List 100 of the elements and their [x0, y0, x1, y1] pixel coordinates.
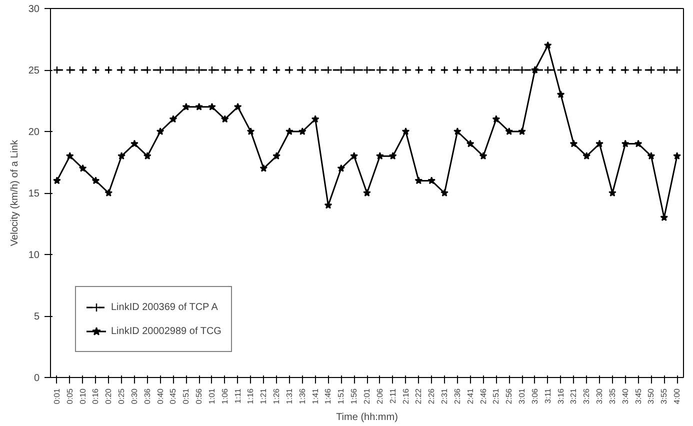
x-tick-label: 1:26	[272, 388, 282, 404]
x-tick-label: 2:22	[414, 388, 424, 404]
x-tick-label: 3:45	[634, 388, 643, 404]
point	[544, 41, 552, 49]
legend-label: LinkID 200369 of TCP A	[111, 302, 218, 312]
point	[337, 66, 346, 74]
x-tick-label: 2:31	[440, 388, 450, 404]
point	[350, 152, 358, 160]
point	[324, 201, 332, 209]
point	[272, 152, 280, 160]
point	[454, 127, 462, 135]
point	[376, 152, 384, 160]
point	[208, 66, 216, 74]
point	[376, 66, 384, 74]
x-tick-label: 2:36	[452, 388, 462, 404]
point	[466, 140, 474, 148]
point	[505, 66, 514, 74]
point	[414, 176, 423, 184]
x-tick-label: 1:56	[350, 388, 359, 404]
point	[260, 66, 268, 74]
x-tick-label: 0:51	[182, 388, 191, 404]
point	[440, 188, 448, 196]
x-tick-label: 0:30	[130, 388, 139, 404]
y-tick-label: 5	[34, 312, 40, 322]
point	[647, 66, 656, 74]
point	[311, 66, 320, 74]
point	[673, 152, 681, 160]
x-tick-label: 3:30	[595, 388, 604, 404]
point	[556, 66, 565, 74]
point	[272, 66, 281, 74]
point	[337, 164, 346, 172]
x-tick-label: 3:01	[518, 388, 527, 404]
y-tick-label: 15	[28, 188, 40, 200]
point	[92, 176, 100, 184]
point	[143, 152, 152, 160]
point	[492, 115, 500, 123]
point	[156, 66, 164, 74]
x-tick-label: 4:00	[672, 388, 682, 404]
x-tick-label: 2:41	[466, 388, 475, 404]
x-tick-label: 2:26	[427, 388, 436, 404]
point	[194, 66, 204, 74]
point	[350, 66, 358, 74]
x-tick-label: 2:46	[478, 388, 488, 404]
point	[570, 140, 578, 148]
point	[246, 66, 255, 74]
point	[143, 66, 152, 74]
x-tick-label: 1:51	[336, 388, 346, 404]
x-tick-label: 3:26	[582, 388, 592, 404]
point	[556, 90, 565, 98]
x-tick-label: 0:25	[117, 388, 126, 404]
x-tick-label: 2:06	[375, 388, 384, 404]
point	[518, 66, 526, 74]
point	[182, 66, 190, 74]
point	[388, 66, 397, 74]
point	[298, 127, 306, 135]
point	[169, 66, 178, 74]
y-tick-label: 10	[28, 250, 40, 261]
point	[660, 66, 668, 74]
point	[220, 66, 229, 74]
x-tick-label: 2:51	[492, 388, 501, 404]
point	[246, 127, 255, 135]
x-tick-label: 1:01	[207, 388, 216, 404]
point	[130, 66, 139, 74]
point	[324, 66, 332, 74]
point	[311, 115, 320, 123]
x-axis-title: Time (hh:mm)	[336, 412, 398, 424]
point	[660, 214, 668, 222]
point	[260, 164, 268, 172]
point	[544, 66, 552, 74]
point	[78, 66, 87, 74]
point	[466, 66, 474, 74]
x-tick-label: 3:16	[556, 388, 566, 404]
point	[595, 66, 604, 74]
point	[388, 152, 397, 160]
point	[570, 66, 578, 74]
x-tick-label: 3:35	[608, 388, 617, 404]
point	[286, 127, 294, 135]
x-tick-label: 1:31	[284, 388, 294, 404]
point	[582, 152, 591, 160]
point	[596, 140, 604, 148]
point	[479, 152, 488, 160]
point	[195, 102, 203, 110]
point	[492, 66, 500, 74]
x-tick-label: 0:01	[52, 388, 62, 404]
point	[285, 66, 294, 74]
x-tick-label: 0:16	[91, 388, 100, 404]
x-tick-label: 0:05	[65, 388, 74, 404]
point	[104, 188, 113, 196]
x-tick-label: 1:41	[310, 388, 320, 404]
x-tick-label: 0:40	[156, 388, 165, 404]
point	[104, 66, 113, 74]
x-tick-label: 1:06	[220, 388, 230, 404]
x-tick-label: 2:11	[388, 388, 398, 404]
point	[130, 140, 138, 148]
x-tick-label: 1:46	[324, 388, 333, 404]
x-tick-label: 3:55	[660, 388, 669, 404]
point	[234, 66, 242, 74]
x-tick-label: 3:06	[530, 388, 540, 404]
point	[156, 127, 164, 135]
x-tick-label: 2:56	[504, 388, 514, 404]
